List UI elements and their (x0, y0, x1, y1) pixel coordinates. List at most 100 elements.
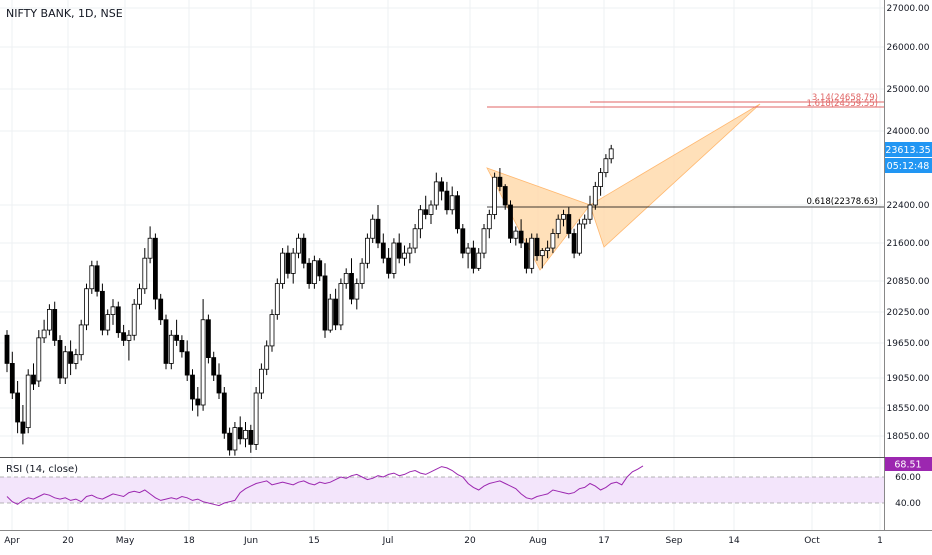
candle[interactable] (237, 416, 243, 445)
candle[interactable] (433, 172, 439, 210)
candle[interactable] (497, 168, 503, 192)
time-axis[interactable]: Apr 20 May 18 Jun 15 Jul 20 Aug 17 Sep 14 Oct 1 (4, 536, 883, 546)
candle[interactable] (190, 369, 195, 411)
candle[interactable] (455, 191, 460, 234)
candle[interactable] (211, 351, 217, 381)
candle[interactable] (486, 209, 492, 239)
candle[interactable] (386, 248, 392, 279)
candle[interactable] (78, 319, 84, 361)
candle[interactable] (243, 422, 248, 448)
fib-levels[interactable]: 3.14(24658.79) 1.618(24559.55) 0.618(223… (487, 93, 884, 208)
candle[interactable] (200, 299, 206, 411)
candle[interactable] (258, 363, 264, 399)
candle[interactable] (561, 209, 566, 227)
symbol-title[interactable]: NIFTY BANK, 1D, NSE (6, 7, 123, 20)
candle[interactable] (205, 314, 211, 364)
candle[interactable] (147, 226, 153, 264)
candle[interactable] (121, 324, 126, 346)
candle[interactable] (163, 314, 169, 370)
candle[interactable] (603, 154, 609, 178)
candle[interactable] (25, 369, 31, 434)
candle[interactable] (115, 301, 121, 338)
candle[interactable] (280, 248, 286, 289)
candle[interactable] (524, 238, 529, 274)
candle[interactable] (89, 260, 95, 294)
candle[interactable] (100, 283, 105, 336)
candle[interactable] (47, 304, 52, 336)
candle[interactable] (168, 330, 174, 370)
candle[interactable] (439, 177, 445, 201)
candle[interactable] (465, 243, 471, 269)
candle[interactable] (20, 405, 26, 445)
candle[interactable] (545, 240, 550, 259)
bat-pattern-drawing[interactable] (486, 103, 761, 271)
candle[interactable] (354, 278, 360, 310)
candle[interactable] (274, 278, 280, 320)
rsi-pane[interactable]: RSI (14, close) 60.00 40.00 68.51 (0, 457, 932, 509)
candle[interactable] (227, 427, 233, 456)
candle[interactable] (216, 363, 222, 399)
candle[interactable] (296, 233, 301, 259)
candle[interactable] (529, 233, 535, 274)
candle[interactable] (566, 207, 572, 239)
candle[interactable] (142, 248, 148, 294)
candle[interactable] (174, 319, 180, 346)
candle[interactable] (253, 387, 259, 450)
candle[interactable] (195, 387, 201, 417)
candle[interactable] (370, 214, 376, 244)
candlestick-series[interactable] (4, 144, 614, 456)
candle[interactable] (592, 181, 598, 210)
candle[interactable] (460, 224, 466, 259)
candle[interactable] (327, 293, 333, 333)
candle[interactable] (221, 387, 227, 439)
candle[interactable] (518, 219, 524, 249)
candle[interactable] (248, 424, 254, 453)
candle[interactable] (94, 260, 100, 297)
candle[interactable] (36, 330, 42, 387)
candle[interactable] (396, 233, 402, 264)
candle[interactable] (311, 255, 317, 289)
candle[interactable] (73, 348, 79, 370)
candle[interactable] (105, 309, 111, 336)
candle[interactable] (322, 263, 328, 338)
pattern-bd-triangle[interactable] (589, 103, 761, 248)
candle[interactable] (31, 363, 36, 390)
candle[interactable] (4, 330, 10, 373)
pattern-xa-triangle[interactable] (486, 167, 591, 271)
candle[interactable] (52, 301, 58, 346)
candle[interactable] (269, 309, 275, 352)
candle[interactable] (412, 224, 418, 254)
candle[interactable] (534, 233, 540, 261)
candle[interactable] (306, 258, 312, 289)
candle[interactable] (571, 228, 577, 259)
candle[interactable] (158, 293, 164, 325)
candle[interactable] (137, 283, 142, 310)
candle[interactable] (57, 335, 63, 384)
candle[interactable] (84, 283, 89, 331)
candle[interactable] (502, 184, 508, 210)
candle[interactable] (550, 228, 556, 254)
candle[interactable] (587, 195, 593, 224)
candle[interactable] (539, 248, 545, 269)
candle[interactable] (41, 319, 47, 343)
candle[interactable] (423, 195, 429, 220)
candle[interactable] (301, 233, 307, 269)
candle[interactable] (449, 186, 455, 215)
candle[interactable] (131, 299, 137, 341)
candle[interactable] (444, 181, 450, 215)
candle[interactable] (285, 245, 291, 279)
candle[interactable] (364, 233, 370, 269)
candle[interactable] (179, 335, 185, 358)
candle[interactable] (317, 258, 323, 281)
candle[interactable] (349, 258, 354, 305)
candle[interactable] (110, 299, 116, 325)
candle[interactable] (391, 238, 397, 279)
candle[interactable] (470, 240, 476, 274)
candle[interactable] (555, 214, 561, 239)
candle[interactable] (598, 168, 603, 196)
candle[interactable] (508, 200, 513, 243)
candle[interactable] (232, 422, 238, 456)
candle[interactable] (476, 248, 482, 271)
candle[interactable] (264, 340, 270, 376)
